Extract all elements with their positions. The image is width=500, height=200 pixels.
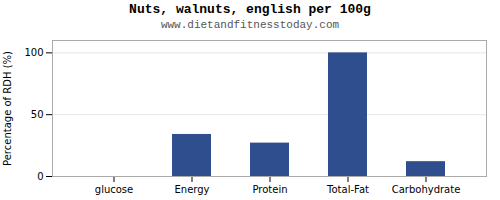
svg-text:0: 0 [37,171,43,182]
svg-text:Percentage of RDH (%): Percentage of RDH (%) [2,51,13,166]
svg-text:50: 50 [31,109,44,120]
svg-text:100: 100 [24,47,43,58]
html-text:www.dietandfitnesstoday.com: www.dietandfitnesstoday.com [160,19,340,31]
svg-text:Total-Fat: Total-Fat [326,184,369,195]
svg-text:Energy: Energy [174,184,209,195]
html-text:Nuts, walnuts, english per 100: Nuts, walnuts, english per 100g [129,2,371,17]
svg-text:Protein: Protein [252,184,287,195]
svg-text:Carbohydrate: Carbohydrate [392,184,461,195]
svg-text:glucose: glucose [95,184,133,195]
